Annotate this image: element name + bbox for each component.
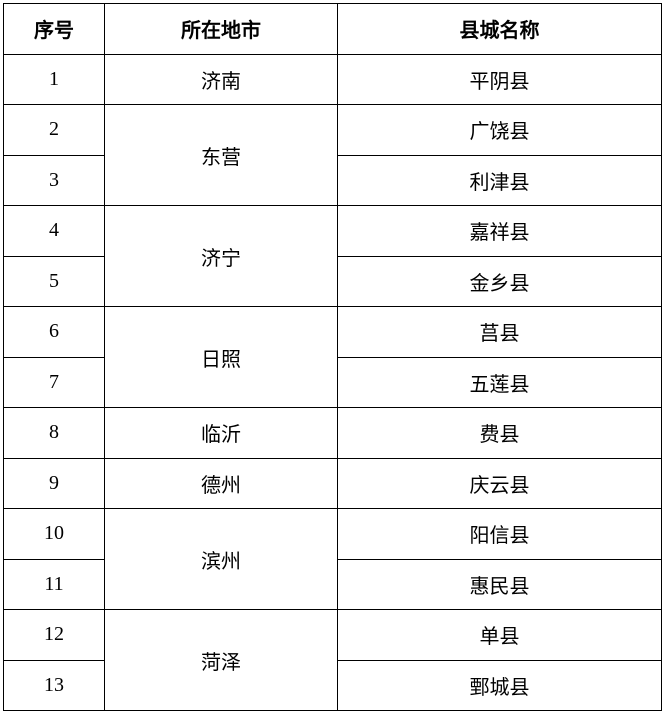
county-cell: 费县: [337, 407, 662, 459]
county-cell: 利津县: [337, 154, 662, 206]
row-number: 9: [3, 457, 105, 509]
header-city: 所在地市: [104, 3, 338, 55]
table-row: 9 德州 庆云县: [3, 457, 662, 509]
county-table: 序号 所在地市 县城名称 1 济南 平阴县 2 东营 广饶县 3 利津县 4 济宁 嘉祥县 5 金乡县 6…: [3, 3, 662, 711]
table-row: 1 济南 平阴县: [3, 53, 662, 105]
city-cell: 济宁: [104, 205, 338, 307]
city-cell: 德州: [104, 457, 338, 509]
county-cell: 金乡县: [337, 255, 662, 307]
county-cell: 平阴县: [337, 53, 662, 105]
table-row: 5 金乡县: [3, 255, 662, 307]
county-cell: 莒县: [337, 306, 662, 358]
county-cell: 惠民县: [337, 558, 662, 610]
table-row: 6 日照 莒县: [3, 306, 662, 408]
row-number: 1: [3, 53, 105, 105]
row-number: 10: [3, 508, 105, 560]
county-cell: 嘉祥县: [337, 205, 662, 257]
county-cell: 鄄城县: [337, 659, 662, 711]
city-cell: 济南: [104, 53, 338, 105]
row-number: 3: [3, 154, 105, 206]
table-row: 7 五莲县: [3, 356, 662, 408]
county-cell: 阳信县: [337, 508, 662, 560]
header-row: 序号 所在地市 县城名称: [3, 3, 662, 55]
table-row: 12 菏泽 单县: [3, 609, 662, 711]
row-number: 2: [3, 104, 105, 156]
row-number: 5: [3, 255, 105, 307]
city-cell: 日照: [104, 306, 338, 408]
header-county: 县城名称: [337, 3, 662, 55]
county-cell: 五莲县: [337, 356, 662, 408]
table-row: 2 东营 广饶县: [3, 104, 662, 206]
city-cell: 临沂: [104, 407, 338, 459]
row-number: 7: [3, 356, 105, 408]
county-cell: 广饶县: [337, 104, 662, 156]
table-row: 10 滨州 阳信县: [3, 508, 662, 610]
table-row: 13 鄄城县: [3, 659, 662, 711]
row-number: 12: [3, 609, 105, 661]
county-cell: 单县: [337, 609, 662, 661]
header-no: 序号: [3, 3, 105, 55]
county-cell: 庆云县: [337, 457, 662, 509]
row-number: 13: [3, 659, 105, 711]
row-number: 8: [3, 407, 105, 459]
city-cell: 菏泽: [104, 609, 338, 711]
city-cell: 东营: [104, 104, 338, 206]
row-number: 11: [3, 558, 105, 610]
table-row: 4 济宁 嘉祥县: [3, 205, 662, 307]
row-number: 6: [3, 306, 105, 358]
table-row: 8 临沂 费县: [3, 407, 662, 459]
city-cell: 滨州: [104, 508, 338, 610]
row-number: 4: [3, 205, 105, 257]
